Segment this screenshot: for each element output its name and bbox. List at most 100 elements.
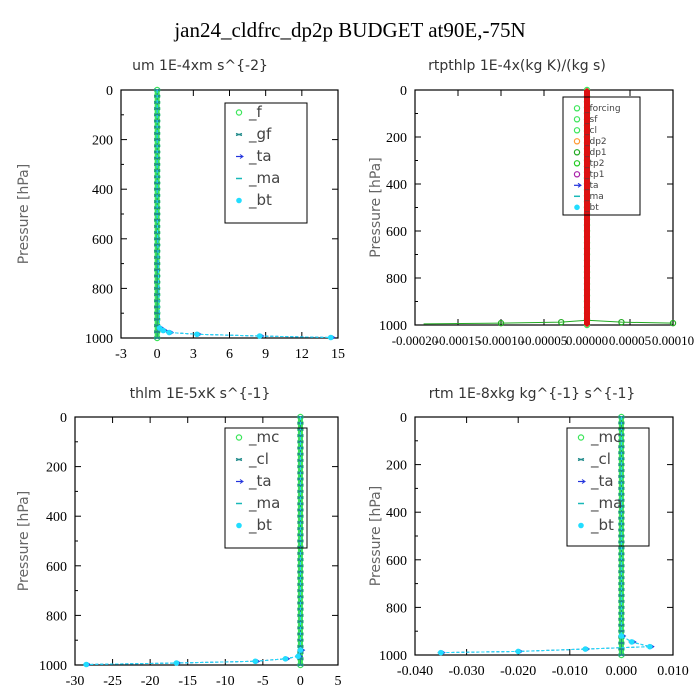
series-sf [584,88,590,327]
y-tick-label: 600 [46,560,67,575]
legend-label: _bt [584,203,599,213]
series-line-ta [156,90,331,339]
f-marker [573,116,581,123]
x-tick-label: -0.00005 [521,333,568,348]
series-point-sf [585,99,589,104]
series-point-sf [585,311,589,316]
legend-entry: _sf [573,115,598,125]
y-tick-label: 400 [92,183,113,198]
legend-box [224,427,308,549]
bt-marker [160,327,166,334]
y-tick-label: 0 [400,84,407,99]
legend-entry: _cl [577,450,611,469]
gf-marker [153,237,161,241]
legend-entry: _tp1 [573,170,604,180]
x-tick-label: -5 [257,674,269,689]
cl-marker [297,539,304,543]
cl-marker [618,498,625,502]
gf-marker [153,249,161,253]
series-point-sf [585,305,589,310]
chart-panel-1: um 1E-4xm s^{-2} Pressure [hPa] 0 200 400 600… [16,58,345,362]
cl-marker [618,445,625,449]
y-tick-label: 1000 [39,659,67,674]
series-point-sf [585,246,589,251]
x-tick-label: 0.000 [606,664,638,679]
series-bt [83,417,304,668]
y-axis-label: Pressure [hPa] [368,486,384,586]
x-tick-label: -20 [141,674,160,689]
dp1-marker [558,318,565,326]
x-tick-label: 0 [297,674,304,689]
gf-marker [235,132,243,137]
x-tick-label: -10 [216,674,235,689]
bt-marker [252,658,259,665]
series-point-sf [585,105,589,110]
y-tick-label: 600 [386,225,407,240]
bt-marker [194,331,200,338]
legend-entry: _cl [573,126,597,136]
legend-label: _ma [584,192,604,202]
series-point-sf [585,282,589,286]
chart-panel-3: thlm 1E-5xK s^{-1} Pressure [hPa] 0 200 400 6… [16,386,342,689]
figure-title: jan24_cldfrc_dp2p BUDGET at90E,-75N [174,18,526,42]
cl-marker [297,440,304,444]
gf-marker [153,336,161,340]
series-point-sf [585,182,589,186]
x-tick-label: 0.00005 [609,333,651,348]
cl-marker [618,570,625,574]
series-point-sf [585,258,589,263]
bt-marker [438,649,444,656]
gf-marker [153,243,161,247]
series-point-sf [585,193,589,198]
gf-marker [153,107,161,111]
y-tick-label: 1000 [379,649,407,664]
cl-marker [618,653,625,657]
f-marker [573,127,581,134]
x-tick-label: 12 [295,347,309,362]
legend-entry: _ma [236,494,280,513]
x-tick-label: 0 [154,347,161,362]
x-tick-label: 15 [331,347,345,362]
y-tick-label: 1000 [85,332,113,347]
bt-marker [574,204,580,211]
legend-entry: _ta [574,181,599,191]
tp2-marker [573,160,581,167]
cl-marker [235,457,243,462]
y-tick-label: 800 [92,282,113,297]
dp1-marker [573,149,581,156]
x-tick-label: 0.00010 [652,333,694,348]
legend-label: _dp2 [584,137,607,147]
legend-entry: _ma [236,169,280,188]
y-tick-label: 400 [386,178,407,193]
series-point-sf [585,123,589,128]
x-tick-label: 6 [226,347,233,362]
gf-marker [153,113,161,117]
y-tick-label: 600 [92,233,113,248]
y-tick-label: 200 [386,459,407,474]
cl-marker [618,623,625,627]
series-point-sf [585,235,589,239]
chart-title: um 1E-4xm s^{-2} [132,58,268,74]
legend-entry: _bt [578,516,614,535]
y-tick-label: 1000 [379,319,407,334]
chart-panel-2: rtpthlp 1E-4x(kg K)/(kg s) Pressure [hPa]… [368,58,694,348]
bt-marker [83,661,90,668]
legend-label: _bt [590,516,614,535]
y-tick-label: 0 [60,411,67,426]
gf-marker [153,330,161,334]
legend-label: _cl [248,450,269,469]
y-tick-label: 800 [386,601,407,616]
cl-marker [297,613,304,617]
x-tick-label: -0.030 [449,664,485,679]
series-point-sf [585,264,589,269]
gf-marker [153,187,161,191]
gf-marker [153,280,161,284]
legend: _f _gf _ta _ma _bt [224,102,308,224]
legend-box [224,102,308,224]
legend-label: _cl [590,450,611,469]
legend-entry: _bt [236,191,272,210]
legend-label: _bt [248,191,272,210]
series-point-sf [585,270,589,274]
bt-marker [327,334,334,341]
